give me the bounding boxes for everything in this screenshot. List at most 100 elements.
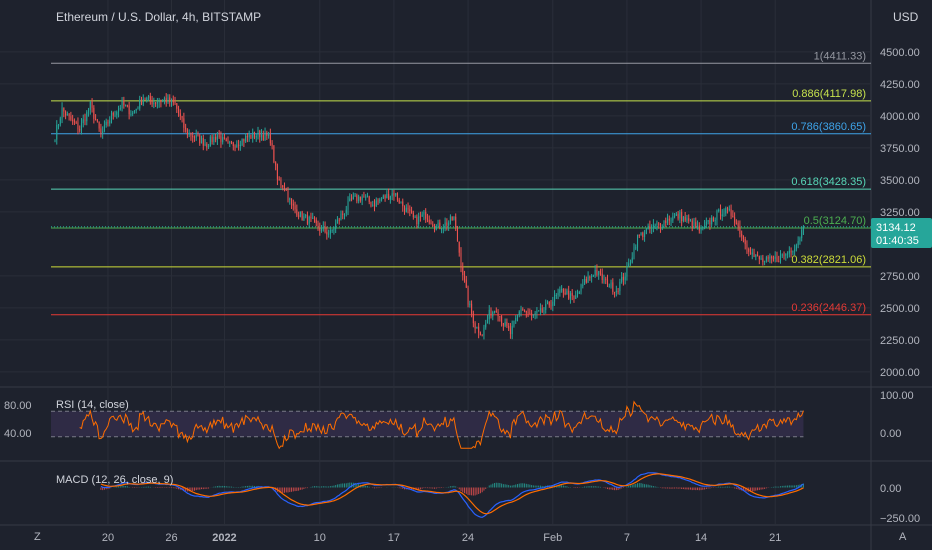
candle-body <box>746 244 748 249</box>
macd-histogram-bar <box>231 486 233 488</box>
candle-body <box>516 315 519 319</box>
candle-body <box>146 97 148 101</box>
macd-label: MACD (12, 26, close, 9) <box>56 474 173 486</box>
candle-body <box>167 97 169 103</box>
macd-histogram-bar <box>591 486 593 488</box>
candle-body <box>552 301 554 306</box>
candle-body <box>509 328 511 335</box>
macd-histogram-bar <box>301 487 303 490</box>
bottom-left-button[interactable]: Z <box>34 531 41 543</box>
rsi-pane[interactable] <box>51 400 804 450</box>
macd-histogram-bar <box>575 487 577 489</box>
candle-body <box>338 219 340 221</box>
candle-body <box>776 256 778 262</box>
macd-right-tick-zero: 0.00 <box>880 483 901 495</box>
candle-body <box>732 215 734 218</box>
candle-body <box>629 262 631 264</box>
candle-body <box>739 226 741 234</box>
macd-histogram-bar <box>638 483 640 488</box>
candle-body <box>229 142 231 144</box>
candle-body <box>352 196 354 200</box>
macd-histogram-bar <box>509 485 511 488</box>
macd-histogram-bar <box>206 487 208 489</box>
macd-histogram-bar <box>749 487 751 492</box>
candle-body <box>451 216 453 221</box>
candle-body <box>253 132 255 138</box>
candle-body <box>688 218 690 221</box>
candle-body <box>439 222 441 229</box>
candle-body <box>361 196 363 201</box>
candle-body <box>525 310 527 313</box>
macd-histogram-bar <box>467 487 469 495</box>
candle-body <box>442 227 444 229</box>
macd-histogram-bar <box>495 482 497 488</box>
macd-histogram-bar <box>298 487 300 491</box>
candle-body <box>610 282 612 287</box>
macd-histogram-bar <box>345 483 347 488</box>
candle-body <box>513 320 515 327</box>
macd-histogram-bar <box>705 487 707 489</box>
candle-body <box>548 301 550 306</box>
rsi-right-tick-high: 100.00 <box>880 390 914 402</box>
macd-histogram-bar <box>499 482 501 488</box>
bottom-right-button[interactable]: A <box>899 531 907 543</box>
macd-histogram-bar <box>252 485 254 488</box>
currency-label[interactable]: USD <box>893 10 919 24</box>
macd-histogram-bar <box>462 487 464 493</box>
macd-histogram-bar <box>772 486 774 488</box>
macd-histogram-bar <box>335 485 337 488</box>
candle-body <box>529 313 531 315</box>
candle-body <box>278 179 280 181</box>
macd-histogram-bar <box>176 487 178 489</box>
candle-body <box>755 254 757 258</box>
macd-histogram-bar <box>483 487 485 491</box>
macd-histogram-bar <box>243 486 245 488</box>
candle-body <box>684 216 686 221</box>
candle-body <box>668 218 670 221</box>
macd-histogram-bar <box>465 487 467 494</box>
x-tick-label: 21 <box>769 532 781 544</box>
candle-body <box>114 115 116 117</box>
macd-pane[interactable] <box>100 472 804 518</box>
macd-histogram-bar <box>691 487 693 491</box>
candle-body <box>633 247 635 258</box>
macd-histogram-bar <box>518 483 520 488</box>
macd-histogram-bar <box>109 487 111 489</box>
candle-body <box>727 207 729 210</box>
macd-histogram-bar <box>174 487 176 489</box>
macd-histogram-bar <box>614 487 616 491</box>
candle-body <box>432 224 434 227</box>
macd-histogram-bar <box>476 487 478 495</box>
macd-histogram-bar <box>172 487 174 489</box>
price-tag-countdown: 01:40:35 <box>876 235 919 247</box>
candle-body <box>647 225 649 230</box>
macd-histogram-bar <box>728 486 730 488</box>
macd-histogram-bar <box>790 485 792 488</box>
candle-body <box>188 132 190 135</box>
rsi-line <box>79 400 804 450</box>
macd-histogram-bar <box>439 487 441 489</box>
macd-histogram-bar <box>504 484 506 488</box>
macd-histogram-bar <box>608 487 610 490</box>
macd-histogram-bar <box>629 485 631 488</box>
candle-body <box>751 252 753 255</box>
macd-histogram-bar <box>105 487 107 490</box>
fib-level-label: 1(4411.33) <box>814 50 866 62</box>
candle-body <box>490 309 492 317</box>
macd-histogram-bar <box>455 486 457 488</box>
candle-body <box>557 292 559 295</box>
fibonacci-retracement[interactable]: 1(4411.33) 0.886(4117.98) 0.786(3860.65) 0.… <box>51 50 871 316</box>
macd-histogram-bar <box>684 487 686 490</box>
macd-histogram-bar <box>319 486 321 488</box>
macd-histogram-bar <box>282 487 284 493</box>
candle-body <box>753 252 755 258</box>
candle-body <box>569 293 571 299</box>
candle-body <box>239 145 241 147</box>
x-tick-label: 10 <box>314 532 326 544</box>
macd-histogram-bar <box>398 487 400 489</box>
candle-body <box>741 233 743 237</box>
candle-body <box>677 213 679 219</box>
candle-body <box>342 213 344 215</box>
